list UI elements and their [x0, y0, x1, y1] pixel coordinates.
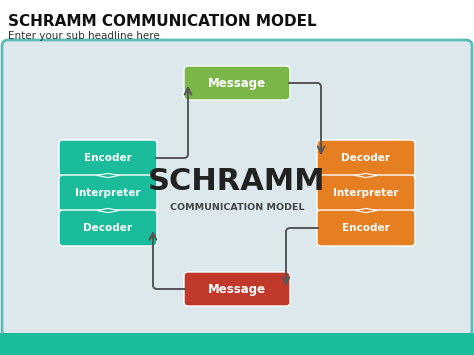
Text: Message: Message: [208, 76, 266, 89]
FancyBboxPatch shape: [0, 333, 474, 355]
Polygon shape: [97, 208, 119, 213]
Polygon shape: [355, 173, 377, 178]
Text: SCHRAMM: SCHRAMM: [148, 168, 326, 197]
Polygon shape: [355, 208, 377, 213]
FancyBboxPatch shape: [317, 175, 415, 211]
FancyBboxPatch shape: [317, 140, 415, 176]
FancyBboxPatch shape: [184, 272, 290, 306]
Text: Enter your sub headline here: Enter your sub headline here: [8, 31, 160, 41]
Text: Encoder: Encoder: [342, 223, 390, 233]
Text: Message: Message: [208, 283, 266, 295]
Text: Decoder: Decoder: [83, 223, 133, 233]
Text: Interpreter: Interpreter: [333, 188, 399, 198]
FancyBboxPatch shape: [59, 175, 157, 211]
Text: Interpreter: Interpreter: [75, 188, 141, 198]
FancyBboxPatch shape: [2, 40, 472, 337]
Text: COMMUNICATION MODEL: COMMUNICATION MODEL: [170, 202, 304, 212]
Text: Decoder: Decoder: [341, 153, 391, 163]
Text: SCHRAMM COMMUNICATION MODEL: SCHRAMM COMMUNICATION MODEL: [8, 14, 317, 29]
Text: Encoder: Encoder: [84, 153, 132, 163]
FancyBboxPatch shape: [59, 210, 157, 246]
FancyBboxPatch shape: [184, 66, 290, 100]
FancyBboxPatch shape: [317, 210, 415, 246]
FancyBboxPatch shape: [59, 140, 157, 176]
Polygon shape: [97, 173, 119, 178]
